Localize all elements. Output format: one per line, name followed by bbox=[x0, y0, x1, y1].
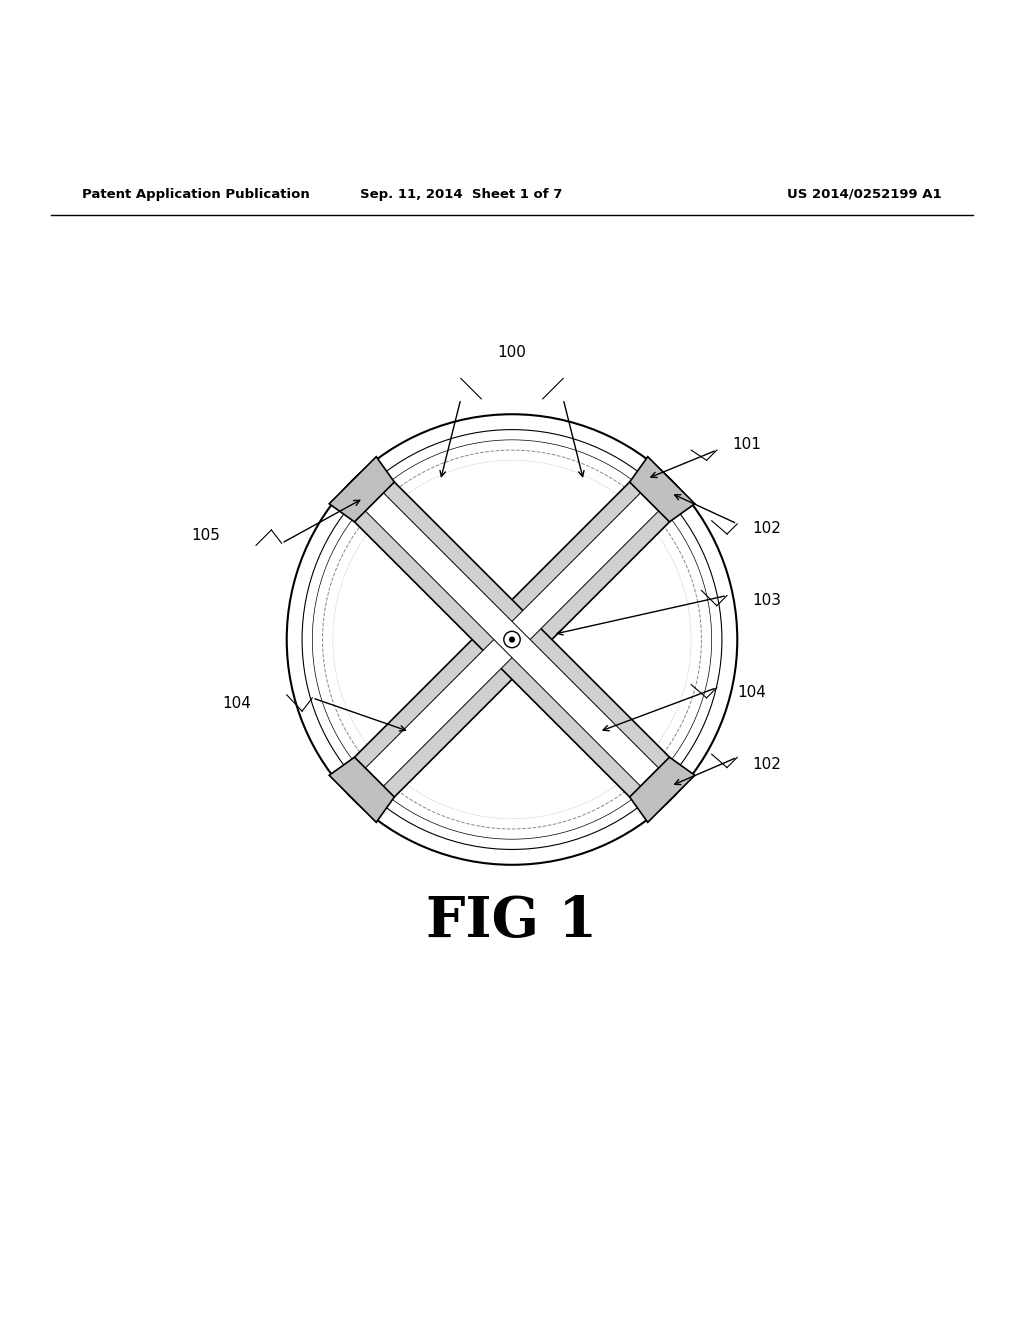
Text: Sep. 11, 2014  Sheet 1 of 7: Sep. 11, 2014 Sheet 1 of 7 bbox=[359, 187, 562, 201]
Text: 101: 101 bbox=[732, 437, 761, 453]
Text: 104: 104 bbox=[737, 685, 766, 701]
Polygon shape bbox=[630, 758, 695, 822]
Text: 100: 100 bbox=[498, 346, 526, 360]
Polygon shape bbox=[366, 492, 658, 787]
Polygon shape bbox=[347, 475, 677, 804]
Text: 102: 102 bbox=[753, 521, 781, 536]
Text: 104: 104 bbox=[222, 696, 251, 710]
Text: 103: 103 bbox=[753, 593, 781, 609]
Polygon shape bbox=[630, 457, 695, 521]
Polygon shape bbox=[329, 457, 394, 521]
Text: FIG 1: FIG 1 bbox=[427, 894, 597, 949]
Text: Patent Application Publication: Patent Application Publication bbox=[82, 187, 309, 201]
Circle shape bbox=[509, 636, 515, 643]
Text: US 2014/0252199 A1: US 2014/0252199 A1 bbox=[787, 187, 942, 201]
Polygon shape bbox=[347, 475, 677, 804]
Text: 102: 102 bbox=[753, 756, 781, 772]
Polygon shape bbox=[329, 758, 394, 822]
Text: 105: 105 bbox=[191, 528, 220, 543]
Polygon shape bbox=[366, 492, 658, 787]
